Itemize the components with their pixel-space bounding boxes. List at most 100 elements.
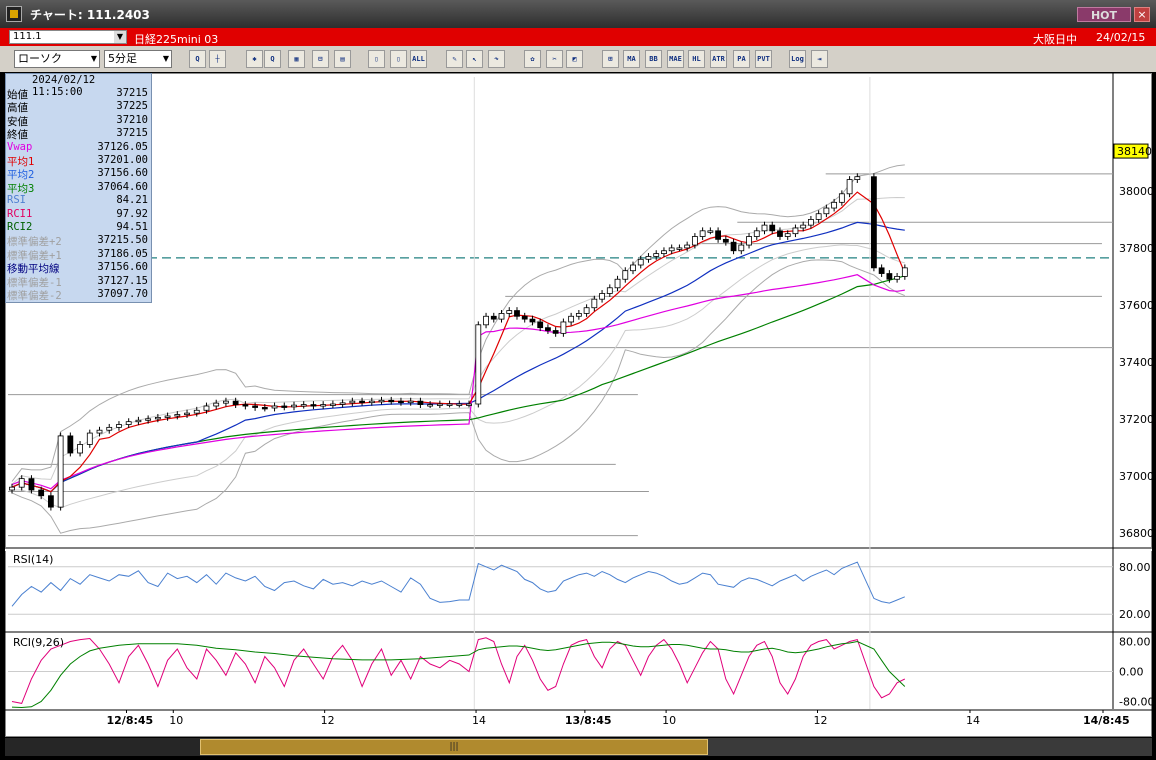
settings-button[interactable]: ✿	[524, 50, 541, 68]
tool-7-button[interactable]: ▤	[334, 50, 351, 68]
chart-canvas[interactable]: 38000 37800 37600 37400 37200 37000 36800 38140…	[5, 73, 1152, 737]
candle-body	[203, 405, 210, 411]
tool-9-button[interactable]: ▯	[390, 50, 407, 68]
tool-4-button[interactable]: Q	[264, 50, 281, 68]
candle-body	[291, 404, 297, 408]
info-label: 始値	[7, 89, 28, 101]
chart-type-select[interactable]: ローソク ▼	[14, 50, 100, 68]
ma-grid-button[interactable]: ⊞	[602, 50, 619, 68]
zoom-button[interactable]: Q	[189, 50, 206, 68]
candle-body	[838, 193, 845, 203]
tools-button[interactable]: ✂	[546, 50, 563, 68]
candle-body	[529, 318, 536, 323]
tool-3-button[interactable]: ✱	[246, 50, 263, 68]
x-tick-label: 10	[662, 714, 676, 727]
info-row: RSI 84.21	[6, 194, 151, 207]
log-button[interactable]: Log	[789, 50, 806, 68]
chevron-down-icon: ▼	[90, 54, 97, 63]
hot-button[interactable]: HOT	[1077, 7, 1131, 22]
color-button[interactable]: ◩	[566, 50, 583, 68]
candle-body	[320, 404, 327, 407]
info-timestamp: 2024/02/12 11:15:00	[32, 74, 96, 98]
candle-body	[466, 403, 472, 406]
candle-body	[407, 400, 414, 404]
tool-6-button[interactable]: ⊟	[312, 50, 329, 68]
candle-body	[676, 247, 683, 250]
price-label-box	[1113, 143, 1149, 159]
candle-body	[349, 400, 356, 404]
candle-body	[894, 275, 901, 280]
candle-body	[599, 293, 605, 300]
candle-body	[614, 278, 621, 289]
candle-body	[490, 315, 497, 320]
candle-body	[552, 330, 559, 334]
candle-body	[699, 230, 706, 237]
pvt-button[interactable]: PVT	[755, 50, 772, 68]
candle-body	[300, 404, 307, 407]
candle-body	[808, 219, 814, 226]
close-button[interactable]: ×	[1134, 7, 1150, 22]
info-row: 標準偏差+2 37215.50	[6, 234, 151, 248]
candle-body	[28, 478, 35, 491]
candle-body	[398, 400, 404, 404]
candle-body	[57, 435, 64, 508]
symbol-value: 111.1	[13, 31, 42, 42]
ma-button[interactable]: MA	[623, 50, 640, 68]
candle-body	[738, 244, 745, 252]
candle-body	[483, 315, 489, 326]
candle-body	[854, 176, 861, 180]
info-row: RCI2 94.51	[6, 221, 151, 234]
candle-body	[722, 238, 729, 243]
app-icon	[6, 6, 22, 22]
pen-button[interactable]: ✎	[446, 50, 463, 68]
info-label: 標準偏差+1	[7, 249, 62, 262]
atr-button[interactable]: ATR	[710, 50, 727, 68]
candle-body	[537, 321, 544, 329]
redo-button[interactable]: ↷	[488, 50, 505, 68]
candle-body	[871, 176, 877, 269]
candle-body	[281, 405, 288, 408]
pa-button[interactable]: PA	[733, 50, 750, 68]
ma2-line	[11, 221, 905, 493]
info-panel: 2024/02/12 11:15:00 始値 37215 高値 37225 安値 3721…	[5, 73, 152, 303]
candle-body	[715, 230, 721, 240]
candle-body	[77, 444, 83, 454]
tool-5-button[interactable]: ▦	[288, 50, 305, 68]
info-row: 平均2 37156.60	[6, 167, 151, 182]
candle-body	[606, 287, 613, 294]
chevron-down-icon[interactable]: ▼	[114, 31, 126, 43]
rci-tick-label: 80.00	[1119, 636, 1151, 649]
chart-area[interactable]	[5, 73, 1152, 737]
x-tick-label: 13/8:45	[565, 714, 612, 727]
scrollbar-track[interactable]	[5, 738, 200, 756]
title-bar	[0, 0, 1156, 28]
candle-body	[514, 310, 520, 317]
bb-button[interactable]: BB	[645, 50, 662, 68]
info-label: 平均2	[7, 169, 35, 182]
interval-select[interactable]: 5分足 ▼	[104, 50, 172, 68]
candle-body	[18, 478, 25, 488]
y-tick-label: 37800	[1119, 242, 1152, 255]
candle-body	[388, 399, 395, 403]
pointer-button[interactable]: ↖	[466, 50, 483, 68]
info-row: 始値 37215	[6, 87, 151, 101]
candle-body	[475, 324, 482, 405]
market-name: 大阪日中	[1033, 33, 1077, 46]
crosshair-button[interactable]: ┼	[209, 50, 226, 68]
info-row: 平均1 37201.00	[6, 154, 151, 168]
tool-8-button[interactable]: ▯	[368, 50, 385, 68]
info-value: 37215	[116, 127, 148, 140]
mae-button[interactable]: MAE	[667, 50, 684, 68]
symbol-select[interactable]: 111.1 ▼	[9, 30, 127, 44]
export-button[interactable]: ⇥	[811, 50, 828, 68]
all-button[interactable]: ALL	[410, 50, 427, 68]
scroll-thumb[interactable]: |||	[200, 739, 708, 755]
candle-body	[583, 307, 590, 314]
candle-body	[271, 405, 278, 409]
y-tick-label: 37200	[1119, 413, 1152, 426]
x-tick-label: 12	[321, 714, 335, 727]
hl-button[interactable]: HL	[688, 50, 705, 68]
candle-body	[846, 179, 853, 195]
candle-body	[800, 224, 807, 229]
candle-body	[436, 403, 443, 406]
